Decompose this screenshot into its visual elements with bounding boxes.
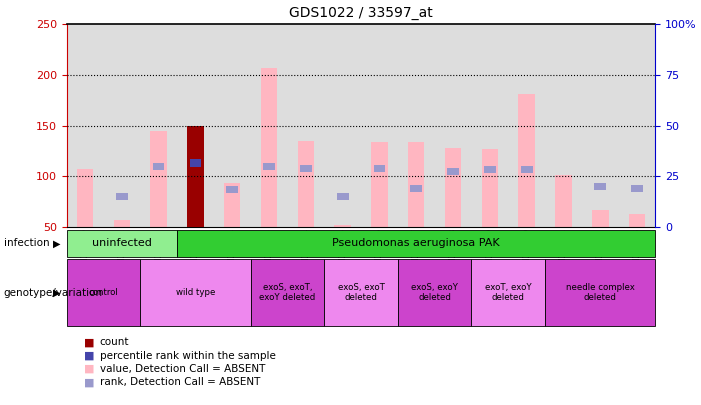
Text: wild type: wild type	[176, 288, 215, 297]
Title: GDS1022 / 33597_at: GDS1022 / 33597_at	[289, 6, 433, 21]
Text: exoS, exoY
deleted: exoS, exoY deleted	[411, 283, 458, 302]
Bar	[261, 68, 278, 227]
Bar	[444, 148, 461, 227]
Bar	[371, 142, 388, 227]
Text: needle complex
deleted: needle complex deleted	[566, 283, 634, 302]
Bar	[629, 214, 646, 227]
Bar	[140, 259, 251, 326]
Bar	[150, 130, 167, 227]
Bar	[398, 24, 435, 227]
Bar	[410, 185, 422, 192]
Bar	[361, 24, 398, 227]
Text: control: control	[88, 288, 118, 297]
Text: value, Detection Call = ABSENT: value, Detection Call = ABSENT	[100, 364, 265, 374]
Text: uninfected: uninfected	[92, 239, 151, 248]
Bar	[631, 185, 643, 192]
Text: ■: ■	[84, 337, 95, 347]
Text: infection: infection	[4, 239, 49, 248]
Bar	[324, 24, 361, 227]
Bar	[263, 162, 275, 170]
Bar	[471, 24, 508, 227]
Bar	[67, 230, 177, 257]
Bar	[67, 259, 140, 326]
Text: ■: ■	[84, 364, 95, 374]
Bar	[592, 210, 608, 227]
Bar	[398, 259, 471, 326]
Bar	[408, 142, 425, 227]
Text: genotype/variation: genotype/variation	[4, 288, 102, 298]
Text: exoT, exoY
deleted: exoT, exoY deleted	[485, 283, 531, 302]
Bar	[251, 24, 287, 227]
Bar	[334, 225, 351, 227]
Bar	[67, 24, 104, 227]
Bar	[518, 94, 535, 227]
Text: rank, Detection Call = ABSENT: rank, Detection Call = ABSENT	[100, 377, 260, 387]
Bar	[189, 160, 201, 166]
Bar	[582, 24, 619, 227]
Bar	[594, 183, 606, 190]
Bar	[484, 166, 496, 173]
Bar	[300, 164, 312, 172]
Bar	[447, 168, 459, 175]
Bar	[187, 126, 204, 227]
Bar	[435, 24, 471, 227]
Bar	[76, 169, 93, 227]
Text: ▶: ▶	[53, 239, 60, 248]
Bar	[374, 164, 386, 172]
Text: ■: ■	[84, 377, 95, 387]
Bar	[140, 24, 177, 227]
Bar	[177, 24, 214, 227]
Bar	[104, 24, 140, 227]
Bar	[153, 162, 165, 170]
Bar	[521, 166, 533, 173]
Text: ■: ■	[84, 351, 95, 360]
Bar	[619, 24, 655, 227]
Bar	[297, 141, 314, 227]
Bar	[177, 230, 655, 257]
Bar	[114, 220, 130, 227]
Bar	[545, 24, 582, 227]
Bar	[471, 259, 545, 326]
Bar	[226, 186, 238, 193]
Text: Pseudomonas aeruginosa PAK: Pseudomonas aeruginosa PAK	[332, 239, 500, 248]
Text: exoS, exoT
deleted: exoS, exoT deleted	[338, 283, 384, 302]
Text: count: count	[100, 337, 129, 347]
Bar	[287, 24, 325, 227]
Text: ▶: ▶	[53, 288, 60, 298]
Bar	[545, 259, 655, 326]
Bar	[214, 24, 251, 227]
Bar	[482, 149, 498, 227]
Bar	[116, 193, 128, 200]
Text: percentile rank within the sample: percentile rank within the sample	[100, 351, 275, 360]
Bar	[555, 175, 572, 227]
Bar	[251, 259, 325, 326]
Text: exoS, exoT,
exoY deleted: exoS, exoT, exoY deleted	[259, 283, 315, 302]
Bar	[336, 193, 348, 200]
Bar	[224, 183, 240, 227]
Bar	[508, 24, 545, 227]
Bar	[324, 259, 398, 326]
